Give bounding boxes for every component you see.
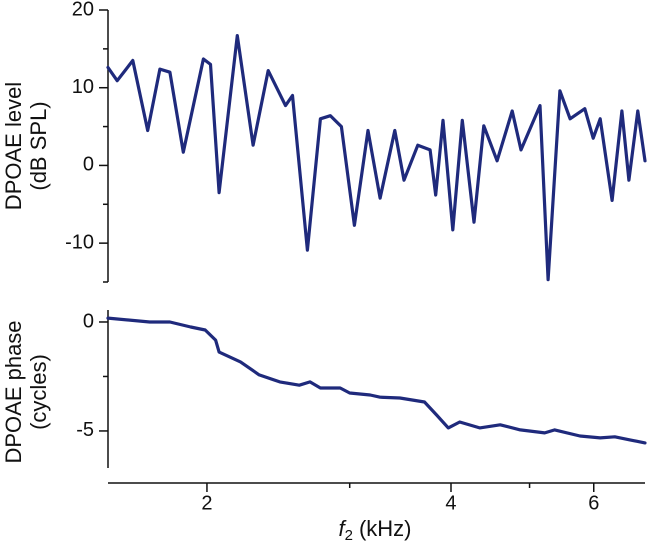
- x-tick-label: 2: [201, 492, 212, 514]
- x-label-unit: (kHz): [359, 516, 412, 541]
- x-tick-label: 6: [588, 492, 599, 514]
- y-axis-label: DPOAE phase: [1, 320, 26, 463]
- y-axis-label: (cycles): [26, 354, 51, 430]
- y-tick-label: 10: [72, 76, 94, 98]
- y-tick-label: 0: [83, 154, 94, 176]
- x-axis-label: f2 (kHz): [338, 516, 411, 544]
- y-tick-label: 0: [83, 310, 94, 332]
- y-tick-label: -10: [65, 231, 94, 253]
- data-line: [106, 316, 647, 445]
- x-label-subscript: 2: [345, 527, 353, 544]
- y-axis-label: DPOAE level: [1, 82, 26, 210]
- data-line: [106, 34, 647, 282]
- y-tick-label: -5: [76, 419, 94, 441]
- y-tick-label: 20: [72, 0, 94, 20]
- y-axis-label: (dB SPL): [26, 101, 51, 190]
- x-label-symbol: f: [338, 516, 347, 541]
- x-tick-label: 4: [445, 492, 456, 514]
